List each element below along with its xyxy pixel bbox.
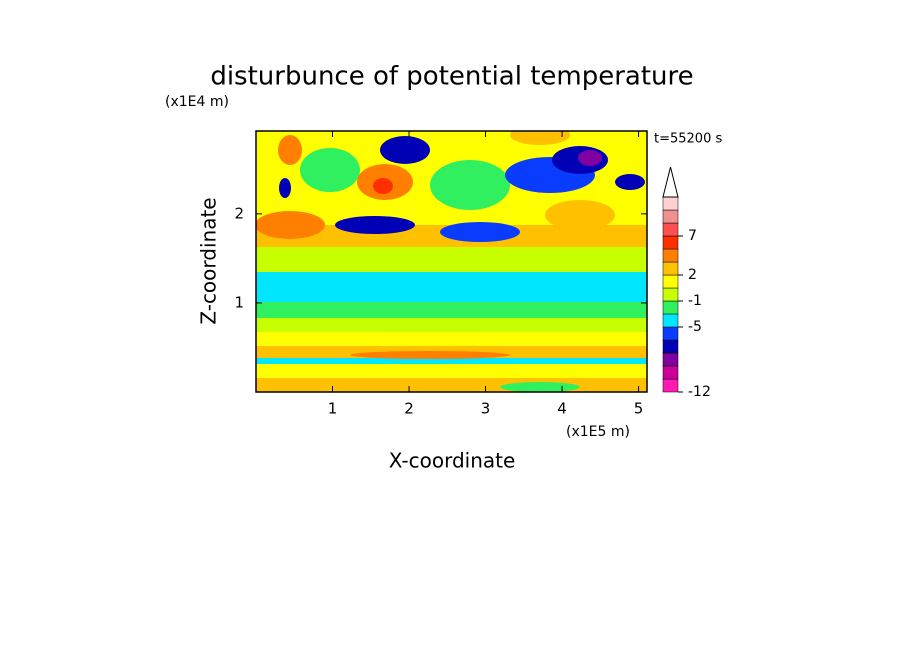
- field-blob: [278, 135, 302, 165]
- colorbar-swatch: [662, 300, 679, 315]
- field-blob: [510, 131, 570, 145]
- colorbar-swatch: [662, 313, 679, 328]
- field-blob: [279, 178, 291, 198]
- colorbar-swatch: [662, 222, 679, 237]
- colorbar-swatch: [662, 209, 679, 224]
- colorbar-swatch: [662, 261, 679, 276]
- colorbar-label: -1: [688, 293, 702, 309]
- colorbar-swatch: [662, 326, 679, 341]
- colorbar-swatch: [662, 339, 679, 354]
- y-tick-label: 2: [234, 204, 244, 222]
- field-fill: [256, 272, 647, 302]
- colorbar-swatch: [662, 274, 679, 289]
- field-blob: [440, 222, 520, 242]
- colorbar-label: -5: [688, 319, 702, 335]
- x-tick-label: 1: [328, 400, 338, 418]
- x-tick-label: 3: [481, 400, 491, 418]
- field-fill: [256, 358, 647, 364]
- field-fill: [256, 332, 647, 346]
- field-blob: [430, 160, 510, 210]
- field-blob: [500, 382, 580, 392]
- field-fill: [256, 378, 647, 392]
- x-unit: (x1E5 m): [566, 424, 630, 440]
- chart-title: disturbunce of potential temperature: [210, 62, 693, 92]
- colorbar-swatch: [662, 287, 679, 302]
- colorbar-label: -12: [688, 384, 711, 400]
- colorbar-swatch: [662, 365, 679, 380]
- field-blob: [578, 150, 602, 166]
- plot-frame: [255, 130, 648, 393]
- colorbar-swatch: [662, 352, 679, 367]
- field-fill: [256, 318, 647, 332]
- x-axis-label: X-coordinate: [389, 449, 516, 473]
- x-tick-label: 4: [557, 400, 567, 418]
- colorbar-label: 2: [688, 267, 697, 283]
- colorbar-swatch: [662, 235, 679, 250]
- field-fill: [256, 364, 647, 378]
- field-blob: [256, 211, 325, 239]
- time-annotation: t=55200 s: [654, 132, 722, 147]
- field-blob: [300, 148, 360, 192]
- x-tick-label: 2: [404, 400, 414, 418]
- colorbar-swatch: [662, 378, 679, 393]
- field-blob: [373, 178, 393, 194]
- field-fill: [256, 247, 647, 272]
- field-blob: [335, 216, 415, 234]
- colorbar-swatch: [662, 196, 679, 211]
- y-axis-label: Z-coordinate: [197, 197, 221, 324]
- field-fill: [256, 302, 647, 318]
- colorbar-swatch: [662, 248, 679, 263]
- colorbar-label: 7: [688, 228, 697, 244]
- contour-field: [256, 131, 647, 392]
- field-blob: [545, 200, 615, 230]
- colorbar-extend: [662, 166, 679, 198]
- y-tick-label: 1: [234, 293, 244, 311]
- field-blob: [615, 174, 645, 190]
- x-tick-label: 5: [634, 400, 644, 418]
- y-unit: (x1E4 m): [165, 94, 229, 110]
- field-blob: [350, 351, 510, 359]
- field-blob: [380, 136, 430, 164]
